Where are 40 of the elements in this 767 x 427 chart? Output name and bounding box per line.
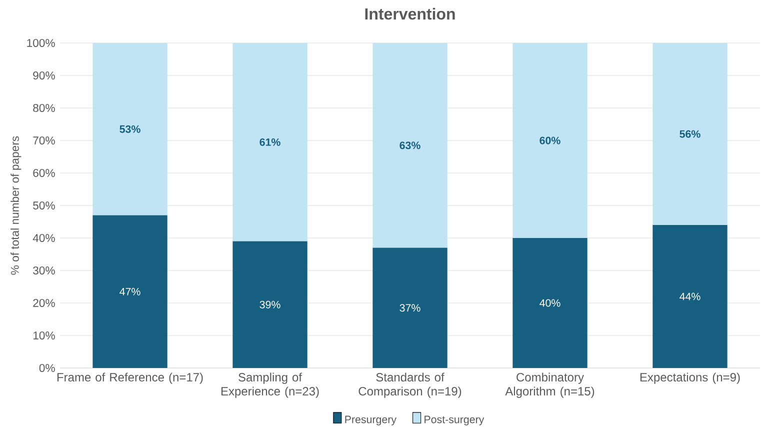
legend-label: Post-surgery bbox=[424, 416, 484, 426]
y-tick-label: 10% bbox=[33, 331, 55, 340]
bar bbox=[372, 248, 448, 368]
y-tick-label: 40% bbox=[32, 234, 55, 242]
x-tick-label: Standards of Comparison (n=19) bbox=[358, 372, 462, 398]
data-label: 60% bbox=[540, 136, 560, 144]
y-tick-label: 100% bbox=[27, 38, 55, 47]
x-tick-label: Sampling of Experience (n=23) bbox=[221, 372, 319, 398]
y-tick-label: 70% bbox=[33, 136, 55, 144]
data-label: 47% bbox=[120, 288, 140, 296]
y-tick-label: 50% bbox=[33, 201, 55, 210]
bar bbox=[372, 42, 448, 248]
bar bbox=[652, 224, 728, 368]
data-label: 39% bbox=[260, 300, 280, 308]
y-tick-label: 30% bbox=[33, 266, 55, 274]
y-tick-label: 0% bbox=[39, 364, 55, 372]
data-label: 63% bbox=[400, 142, 420, 150]
y-tick-label: 60% bbox=[33, 168, 55, 177]
bar bbox=[232, 42, 308, 242]
bar bbox=[92, 42, 168, 216]
y-axis-title: % of total number of papers bbox=[10, 136, 22, 275]
y-tick-label: 90% bbox=[33, 71, 55, 80]
bar bbox=[512, 42, 588, 238]
data-label: 40% bbox=[540, 299, 560, 307]
bar bbox=[92, 215, 168, 368]
bar bbox=[232, 241, 308, 368]
y-tick-label: 80% bbox=[33, 104, 55, 112]
data-label: 44% bbox=[680, 292, 700, 300]
bar bbox=[652, 42, 728, 225]
x-tick-label: Frame of Reference (n=17) bbox=[57, 372, 203, 384]
chart-title: Intervention bbox=[365, 8, 455, 20]
x-tick-label: Combinatory Algorithm (n=15) bbox=[505, 372, 594, 398]
data-label: 56% bbox=[680, 130, 700, 138]
data-label: 61% bbox=[260, 138, 280, 146]
bar bbox=[512, 238, 588, 368]
legend-label: Presurgery bbox=[345, 416, 396, 426]
y-tick-label: 20% bbox=[33, 298, 55, 307]
data-label: 37% bbox=[400, 304, 420, 312]
x-tick-label: Expectations (n=9) bbox=[640, 372, 740, 384]
data-label: 53% bbox=[120, 125, 140, 133]
